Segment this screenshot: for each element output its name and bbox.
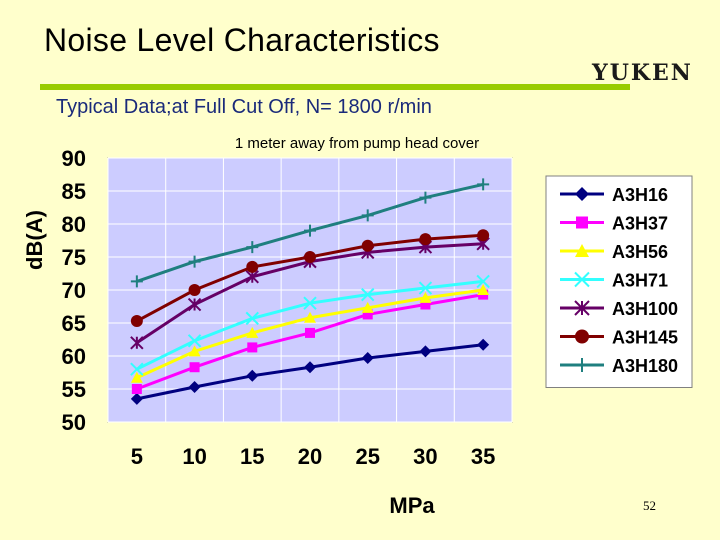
legend-label: A3H71 xyxy=(612,271,668,291)
slide-title: Noise Level Characteristics xyxy=(44,22,440,58)
marker-square xyxy=(189,362,200,373)
marker-triangle xyxy=(477,284,490,295)
marker-triangle xyxy=(130,371,143,383)
marker-x xyxy=(245,311,259,326)
marker-x xyxy=(476,274,490,289)
marker-triangle xyxy=(575,244,589,257)
marker-triangle xyxy=(188,345,201,357)
y-tick-label: 70 xyxy=(62,278,86,303)
x-tick-label: 30 xyxy=(413,444,437,469)
marker-diamond xyxy=(361,351,374,364)
marker-plus xyxy=(575,358,589,372)
marker-x xyxy=(361,287,375,302)
marker-circle xyxy=(130,315,143,328)
x-tick-label: 20 xyxy=(298,444,322,469)
series-a3h71 xyxy=(130,274,490,376)
series-a3h145 xyxy=(130,229,490,328)
y-tick-label: 65 xyxy=(62,311,86,336)
marker-diamond xyxy=(188,381,201,394)
y-tick-label: 90 xyxy=(62,146,86,171)
legend-box xyxy=(545,175,693,388)
marker-triangle xyxy=(419,291,432,303)
legend-item-a3h180: A3H180 xyxy=(560,356,678,376)
marker-triangle xyxy=(304,311,316,323)
legend-item-a3h56: A3H56 xyxy=(560,242,668,262)
marker-circle xyxy=(361,239,374,252)
legend-label: A3H37 xyxy=(612,214,668,234)
legend-label: A3H56 xyxy=(612,242,668,262)
series-a3h16 xyxy=(130,338,490,405)
marker-diamond xyxy=(246,369,259,382)
marker-circle xyxy=(575,329,589,344)
marker-square xyxy=(362,309,373,320)
marker-circle xyxy=(304,251,316,263)
marker-star xyxy=(130,336,144,350)
marker-plus xyxy=(361,209,374,222)
marker-x xyxy=(574,271,590,288)
chart-title: 1 meter away from pump head cover xyxy=(235,135,479,152)
yuken-logo: YUKEN xyxy=(592,60,693,86)
marker-diamond xyxy=(130,392,143,405)
marker-diamond xyxy=(304,361,316,374)
y-tick-label: 85 xyxy=(62,179,86,204)
y-tick-label: 75 xyxy=(62,245,86,270)
y-tick-label: 55 xyxy=(62,377,86,402)
marker-circle xyxy=(188,284,201,296)
marker-plus xyxy=(477,178,490,191)
marker-plus xyxy=(246,241,259,254)
legend-item-a3h100: A3H100 xyxy=(560,299,678,319)
marker-diamond xyxy=(419,345,432,358)
marker-plus xyxy=(130,275,143,288)
y-tick-label: 80 xyxy=(62,212,86,237)
marker-square xyxy=(576,216,588,229)
legend-label: A3H100 xyxy=(612,299,678,319)
x-tick-label: 25 xyxy=(355,444,379,469)
marker-x xyxy=(187,334,202,348)
title-underline xyxy=(40,84,630,90)
legend-label: A3H180 xyxy=(612,356,678,376)
marker-square xyxy=(247,342,258,353)
marker-triangle xyxy=(361,301,374,313)
marker-square xyxy=(131,384,142,394)
marker-plus xyxy=(304,224,316,237)
y-tick-label: 50 xyxy=(62,410,86,435)
marker-x xyxy=(418,281,433,295)
marker-plus xyxy=(419,191,432,204)
legend-label: A3H16 xyxy=(612,185,668,205)
slide-number: 52 xyxy=(643,498,656,513)
x-tick-label: 15 xyxy=(240,444,264,469)
marker-star xyxy=(187,297,202,312)
legend-item-a3h145: A3H145 xyxy=(560,328,678,348)
x-tick-label: 35 xyxy=(471,444,495,469)
marker-circle xyxy=(477,229,490,242)
series-a3h180 xyxy=(130,178,490,288)
series-a3h56 xyxy=(130,284,490,383)
marker-x xyxy=(130,362,144,376)
legend-item-a3h71: A3H71 xyxy=(560,271,668,291)
marker-diamond xyxy=(477,338,490,351)
marker-diamond xyxy=(575,187,589,201)
marker-square xyxy=(305,327,315,338)
y-axis-label: dB(A) xyxy=(22,210,47,270)
marker-x xyxy=(303,296,317,310)
legend-item-a3h37: A3H37 xyxy=(560,214,668,234)
marker-circle xyxy=(246,260,259,273)
x-tick-label: 5 xyxy=(131,444,143,469)
slide-subtitle: Typical Data;at Full Cut Off, N= 1800 r/… xyxy=(56,96,432,118)
y-tick-label: 60 xyxy=(62,344,86,369)
x-tick-label: 10 xyxy=(182,444,206,469)
legend-item-a3h16: A3H16 xyxy=(560,185,668,205)
marker-star xyxy=(574,300,590,316)
marker-triangle xyxy=(246,326,259,338)
marker-circle xyxy=(419,233,432,246)
marker-square xyxy=(420,299,431,310)
legend-label: A3H145 xyxy=(612,328,678,348)
marker-plus xyxy=(188,255,201,268)
x-axis-label: MPa xyxy=(389,493,435,518)
